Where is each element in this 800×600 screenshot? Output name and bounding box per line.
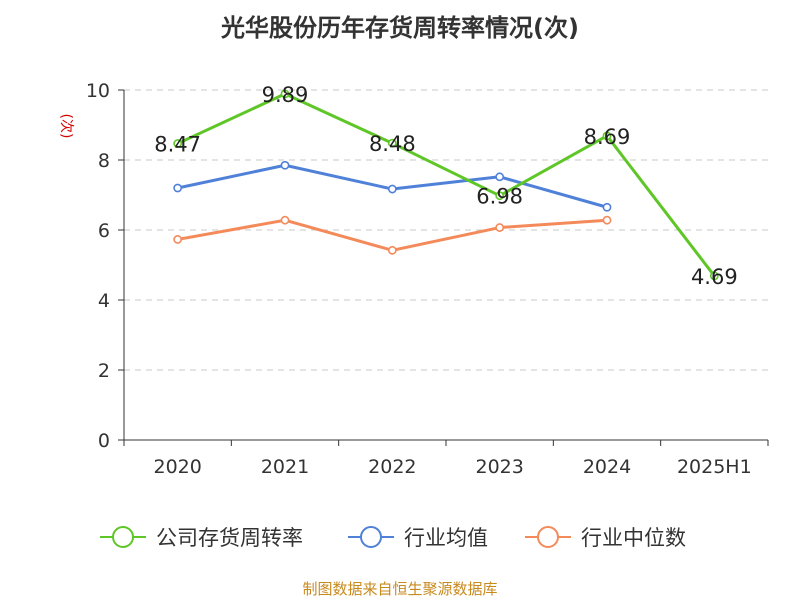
- series-1: [173, 160, 612, 212]
- data-point[interactable]: [387, 245, 397, 255]
- data-point[interactable]: [495, 172, 505, 182]
- legend-label: 公司存货周转率: [156, 526, 303, 550]
- data-point[interactable]: [280, 160, 290, 170]
- data-label: 8.48: [369, 132, 416, 156]
- y-tick-label: 6: [98, 220, 110, 242]
- legend-item-1[interactable]: 行业均值: [348, 526, 488, 550]
- data-point[interactable]: [387, 184, 397, 194]
- series-2: [173, 215, 612, 255]
- data-point[interactable]: [173, 235, 183, 244]
- data-point[interactable]: [280, 89, 290, 99]
- x-tick-label: 2024: [583, 456, 631, 478]
- legend-item-0[interactable]: 公司存货周转率: [100, 526, 303, 550]
- axes: 0 2 4 6 8 10 2020 2021 2022 2023 2024 2025H1: [86, 80, 769, 478]
- data-point[interactable]: [173, 139, 183, 148]
- grid-lines: [124, 89, 768, 371]
- x-tick-label: 2020: [153, 456, 201, 478]
- data-label: 9.89: [262, 83, 309, 107]
- data-point[interactable]: [495, 223, 505, 232]
- x-tick-label: 2023: [475, 456, 523, 478]
- y-tick-label: 2: [98, 360, 110, 382]
- chart-title: 光华股份历年存货周转率情况(次): [221, 14, 579, 42]
- y-tick-label: 8: [98, 150, 110, 172]
- data-point[interactable]: [387, 138, 397, 148]
- data-label: 8.47: [154, 133, 201, 157]
- legend-label: 行业中位数: [581, 526, 686, 550]
- series-line: [177, 92, 716, 277]
- series-0: 8.47 9.89 8.48 6.98 8.69 4.69: [154, 83, 737, 289]
- legend-swatch-marker: [537, 526, 559, 548]
- x-tick-label: 2025H1: [677, 456, 752, 478]
- legend-swatch-marker: [112, 526, 134, 548]
- series-line: [177, 218, 608, 252]
- y-axis-label: (次): [58, 114, 74, 139]
- legend-item-2[interactable]: 行业中位数: [525, 526, 686, 550]
- y-tick-label: 10: [86, 80, 110, 102]
- data-point[interactable]: [495, 191, 505, 201]
- data-point[interactable]: [602, 131, 612, 141]
- x-tick-label: 2022: [368, 456, 416, 478]
- data-point[interactable]: [709, 271, 719, 281]
- y-tick-label: 4: [98, 290, 110, 312]
- legend-label: 行业均值: [404, 526, 488, 550]
- data-label: 8.69: [584, 125, 631, 149]
- data-point[interactable]: [173, 183, 183, 193]
- data-point[interactable]: [602, 202, 612, 212]
- legend-swatch-marker: [360, 526, 382, 548]
- x-tick-label: 2021: [261, 456, 309, 478]
- source-note: 制图数据来自恒生聚源数据库: [302, 580, 498, 598]
- data-point[interactable]: [280, 215, 290, 225]
- data-label: 6.98: [476, 185, 523, 209]
- data-point[interactable]: [602, 215, 612, 225]
- legend[interactable]: 公司存货周转率 行业均值 行业中位数: [100, 526, 686, 550]
- data-label: 4.69: [691, 265, 738, 289]
- y-tick-label: 0: [98, 430, 110, 452]
- series-group: 8.47 9.89 8.48 6.98 8.69 4.69: [154, 83, 737, 289]
